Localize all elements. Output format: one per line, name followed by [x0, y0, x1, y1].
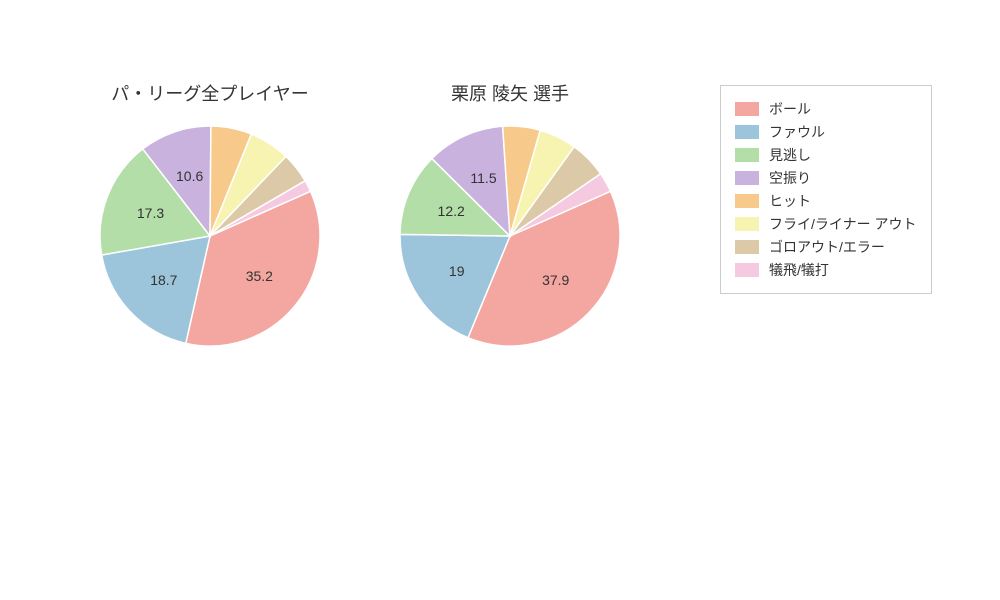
legend-swatch	[735, 171, 759, 185]
legend-item: 空振り	[735, 168, 917, 188]
legend-label: ゴロアウト/エラー	[769, 237, 885, 257]
legend-swatch	[735, 240, 759, 254]
pie-wrapper: 35.2 18.7 17.3 10.6	[100, 126, 320, 351]
legend-item: 見逃し	[735, 145, 917, 165]
legend-item: ヒット	[735, 191, 917, 211]
legend-label: ヒット	[769, 191, 811, 211]
legend-item: ボール	[735, 99, 917, 119]
legend-swatch	[735, 148, 759, 162]
legend: ボールファウル見逃し空振りヒットフライ/ライナー アウトゴロアウト/エラー犠飛/…	[720, 85, 932, 294]
legend-swatch	[735, 217, 759, 231]
legend-label: 空振り	[769, 168, 811, 188]
chart-title: パ・リーグ全プレイヤー	[111, 80, 308, 106]
pie-wrapper: 37.9 19 12.2 11.5	[400, 126, 620, 351]
pie-slice-label: 12.2	[438, 203, 465, 219]
legend-swatch	[735, 194, 759, 208]
chart-title: 栗原 陵矢 選手	[451, 80, 569, 106]
pie-slice-label: 11.5	[470, 170, 496, 186]
legend-swatch	[735, 102, 759, 116]
legend-label: 犠飛/犠打	[769, 260, 829, 280]
pie-svg	[100, 126, 320, 346]
legend-item: ゴロアウト/エラー	[735, 237, 917, 257]
legend-label: ファウル	[769, 122, 825, 142]
legend-label: フライ/ライナー アウト	[769, 214, 917, 234]
pie-slice-label: 18.7	[150, 272, 177, 288]
pie-slice-label: 35.2	[246, 268, 273, 284]
legend-swatch	[735, 263, 759, 277]
pie-chart-1: 栗原 陵矢 選手 37.9 19 12.2 11.5	[400, 80, 620, 351]
pie-slice-label: 10.6	[176, 168, 203, 184]
legend-item: フライ/ライナー アウト	[735, 214, 917, 234]
legend-item: ファウル	[735, 122, 917, 142]
legend-swatch	[735, 125, 759, 139]
legend-item: 犠飛/犠打	[735, 260, 917, 280]
pie-svg	[400, 126, 620, 346]
pie-slice-label: 17.3	[137, 205, 164, 221]
legend-label: ボール	[769, 99, 811, 119]
pie-slice-label: 37.9	[542, 272, 569, 288]
legend-label: 見逃し	[769, 145, 811, 165]
pie-slice-label: 19	[449, 263, 465, 279]
pie-chart-0: パ・リーグ全プレイヤー 35.2 18.7 17.3 10.6	[100, 80, 320, 351]
